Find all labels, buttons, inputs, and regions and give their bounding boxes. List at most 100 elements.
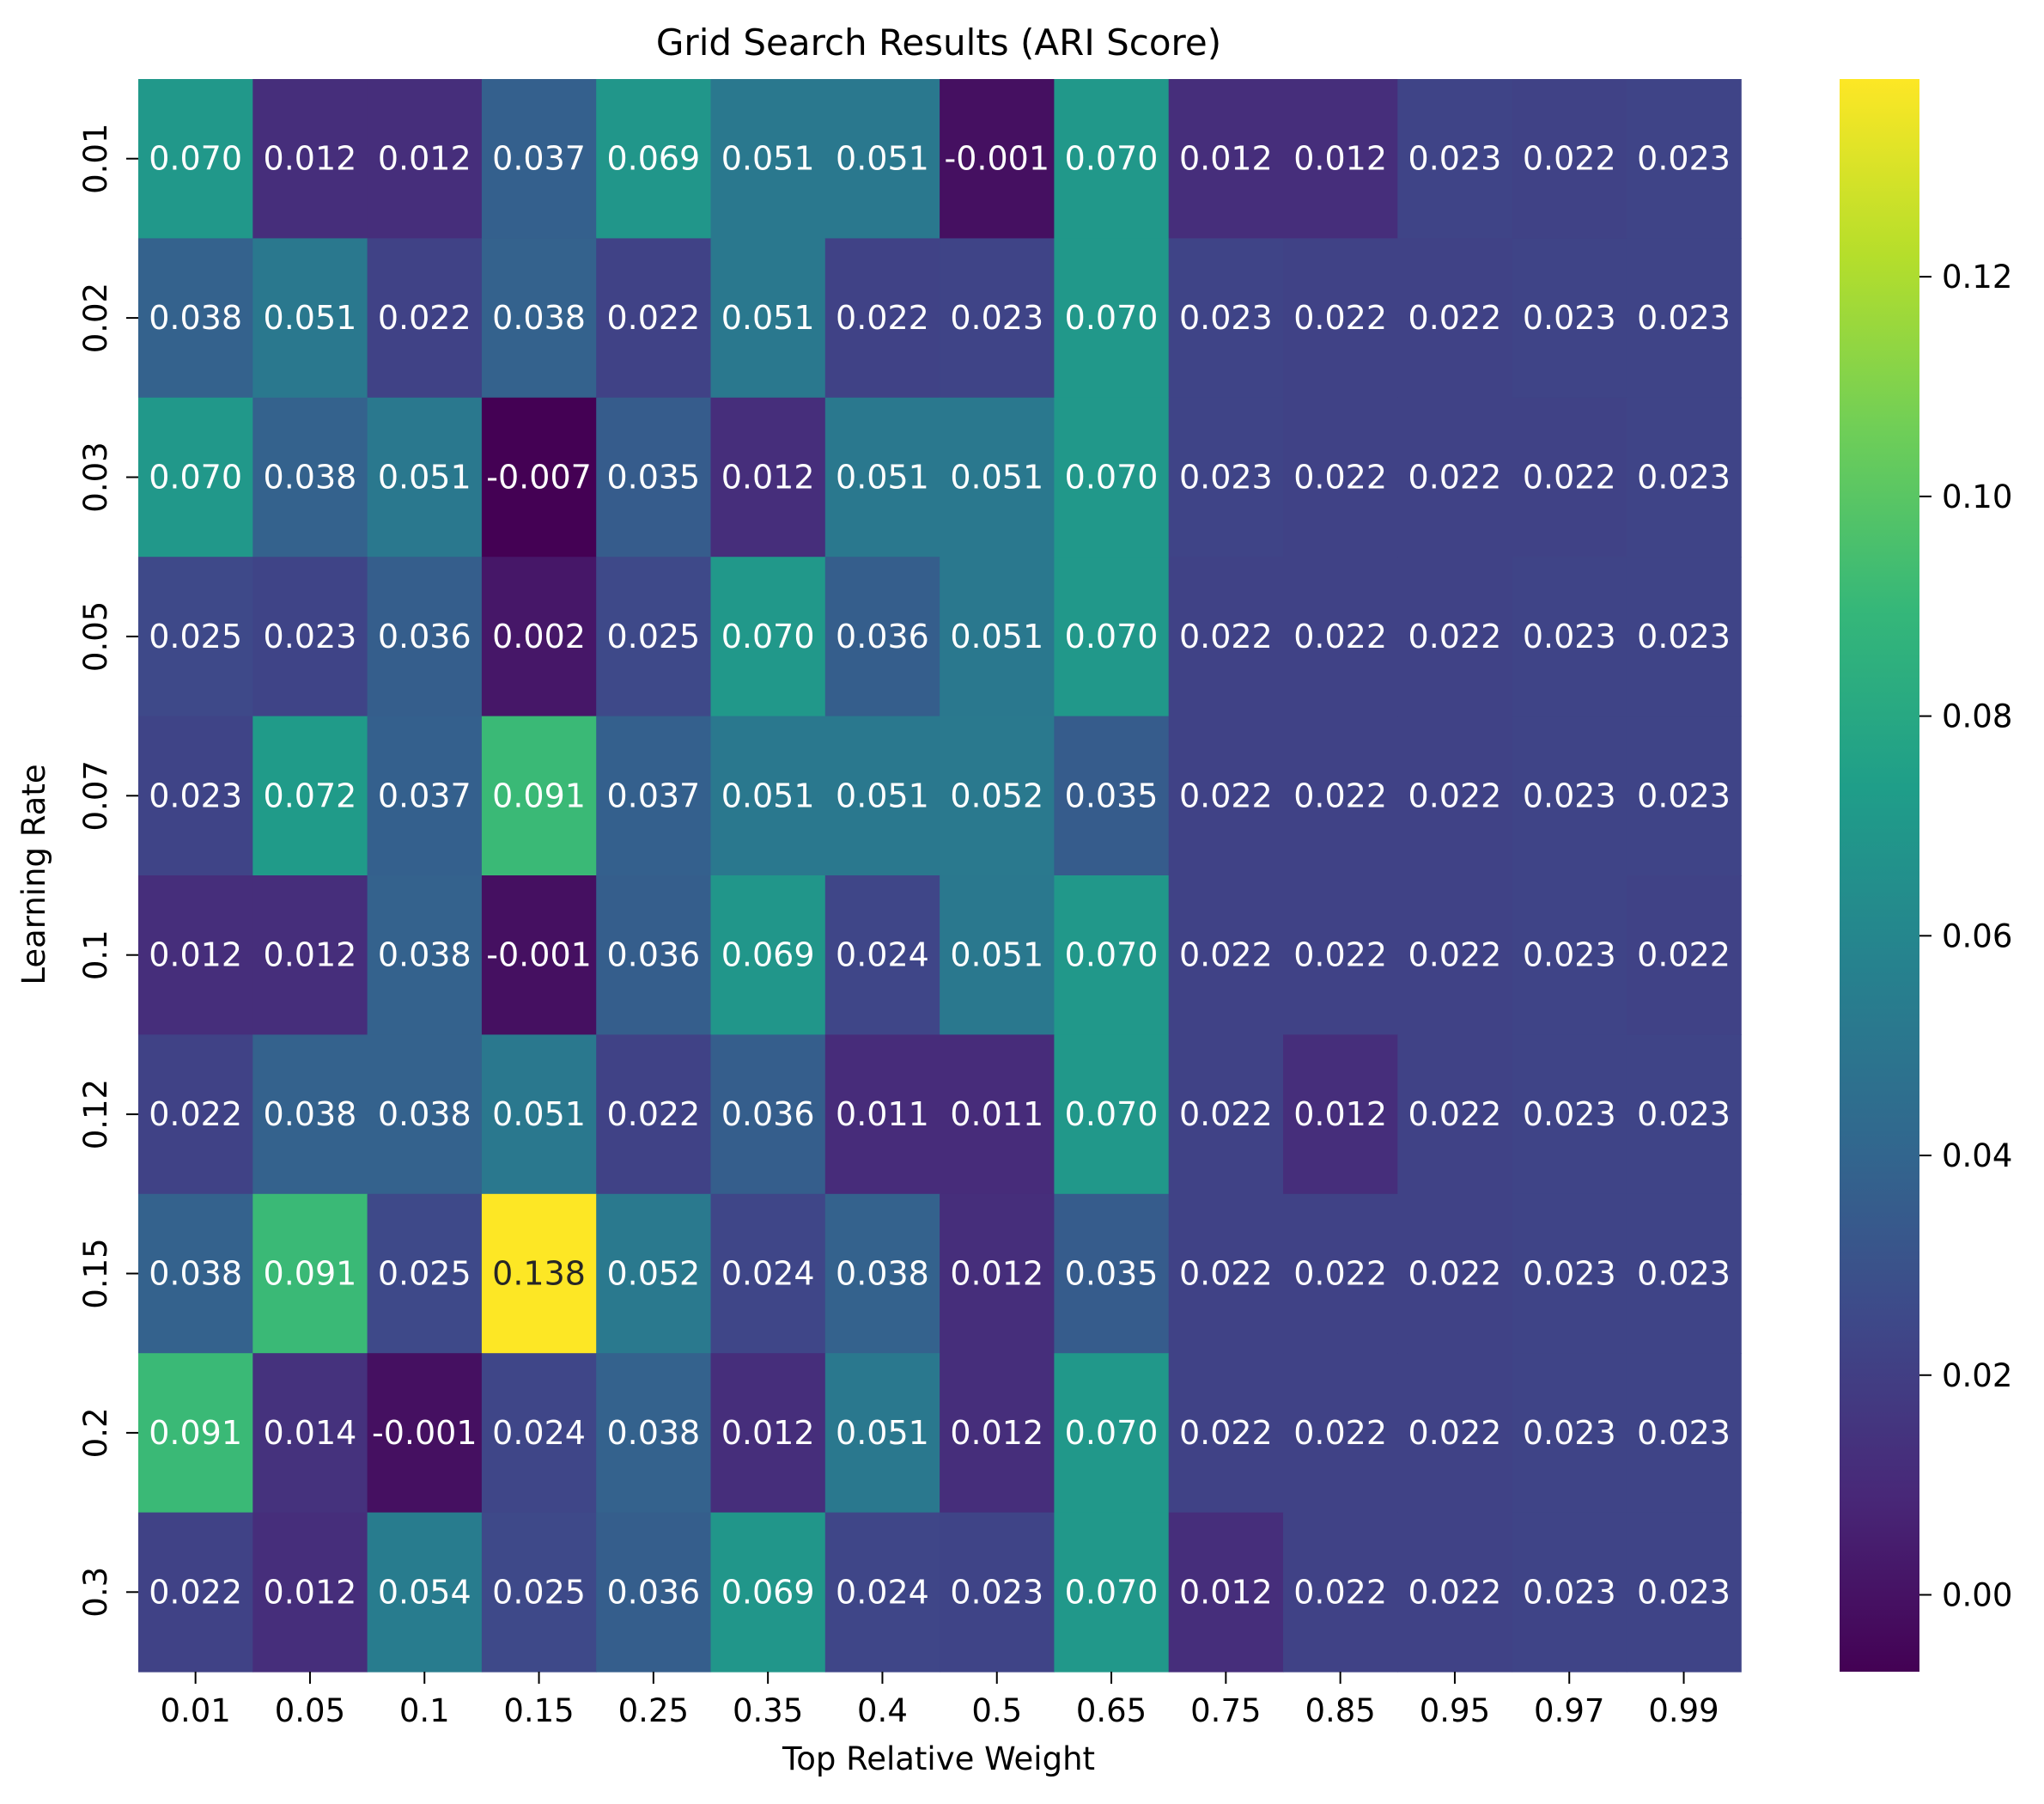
cell-value-label: 0.022 [1293, 936, 1387, 974]
cell-value-label: 0.022 [1408, 1255, 1502, 1293]
heatmap-cell [1168, 1034, 1284, 1195]
heatmap-cell [1626, 79, 1742, 239]
heatmap-cell [252, 716, 368, 876]
cell-value-label: 0.038 [836, 1255, 929, 1293]
cell-value-label: 0.023 [1523, 1095, 1616, 1133]
heatmap-cell [138, 1353, 253, 1514]
heatmap-cell [1168, 238, 1284, 399]
cell-value-label: -0.007 [486, 459, 592, 497]
heatmap-cell [481, 397, 597, 558]
heatmap-cell [367, 875, 483, 1035]
cell-value-label: 0.002 [492, 618, 586, 655]
cell-value-label: 0.051 [950, 459, 1043, 497]
heatmap-cell [940, 716, 1055, 876]
heatmap-cell [252, 557, 368, 717]
cell-value-label: 0.022 [149, 1573, 242, 1611]
cell-value-label: 0.036 [721, 1095, 815, 1133]
cell-value-label: 0.070 [149, 140, 242, 178]
heatmap-cell [940, 1512, 1055, 1673]
heatmap-cell [1512, 875, 1627, 1035]
heatmap-cell [138, 1193, 253, 1354]
heatmap-cell [1512, 1512, 1627, 1673]
x-tick-label: 0.95 [1420, 1692, 1490, 1729]
cell-value-label: 0.023 [1637, 1095, 1731, 1133]
cell-value-label: 0.023 [1523, 1255, 1616, 1293]
heatmap-cell [710, 238, 826, 399]
heatmap-cell [824, 238, 940, 399]
cell-value-label: 0.023 [264, 618, 357, 655]
heatmap-cell [1512, 397, 1627, 558]
y-tick-label: 0.12 [77, 1079, 114, 1149]
colorbar-tick-label: 0.04 [1942, 1137, 2012, 1174]
cell-value-label: 0.022 [1293, 459, 1387, 497]
heatmap-cell [1283, 79, 1398, 239]
cell-value-label: -0.001 [945, 140, 1050, 178]
heatmap-cell [1054, 1034, 1170, 1195]
heatmap-cell [367, 79, 483, 239]
cell-value-label: 0.091 [264, 1255, 357, 1293]
cell-value-label: 0.022 [1179, 618, 1273, 655]
cell-value-label: 0.022 [1179, 1255, 1273, 1293]
x-tick-label: 0.65 [1076, 1692, 1147, 1729]
x-tick-label: 0.25 [618, 1692, 689, 1729]
heatmap-cell [1283, 1193, 1398, 1354]
heatmap-cell [1397, 1512, 1513, 1673]
cell-value-label: 0.023 [1637, 140, 1731, 178]
heatmap-cell [940, 1193, 1055, 1354]
colorbar-tick-label: 0.02 [1942, 1357, 2012, 1394]
cell-value-label: 0.070 [1065, 1414, 1159, 1452]
heatmap-cell [481, 1193, 597, 1354]
colorbar-ticks: 0.00 0.02 0.04 0.06 0.08 0.10 0.12 [1919, 259, 2012, 1613]
heatmap-cell [252, 1512, 368, 1673]
heatmap-cell [596, 1353, 712, 1514]
heatmap-cell [1168, 397, 1284, 558]
cell-value-label: 0.051 [836, 140, 929, 178]
heatmap-cell [252, 875, 368, 1035]
heatmap-cell [252, 397, 368, 558]
cell-value-label: 0.037 [378, 777, 471, 814]
y-tick-label: 0.15 [77, 1238, 114, 1308]
cell-value-label: 0.023 [1179, 299, 1273, 337]
x-tick-label: 0.97 [1534, 1692, 1604, 1729]
heatmap-cell [367, 557, 483, 717]
heatmap-cell [710, 1034, 826, 1195]
cell-value-label: 0.051 [492, 1095, 586, 1133]
cell-value-label: 0.038 [149, 1255, 242, 1293]
heatmap-cell [710, 716, 826, 876]
heatmap-cell [710, 875, 826, 1035]
cell-value-label: 0.022 [378, 299, 471, 337]
heatmap-cell [1397, 79, 1513, 239]
heatmap-cell [1512, 1193, 1627, 1354]
heatmap-cell [252, 1034, 368, 1195]
heatmap-cell [481, 1034, 597, 1195]
heatmap-cell [138, 397, 253, 558]
cell-value-label: 0.138 [492, 1255, 586, 1293]
y-tick-label: 0.02 [77, 283, 114, 353]
x-tick-label: 0.75 [1190, 1692, 1261, 1729]
heatmap-cell [252, 79, 368, 239]
colorbar-tick-label: 0.10 [1942, 478, 2012, 515]
cell-value-label: 0.025 [149, 618, 242, 655]
heatmap-cell [1397, 397, 1513, 558]
cell-value-label: 0.052 [950, 777, 1043, 814]
y-tick-label: 0.05 [77, 601, 114, 672]
heatmap-cell [1168, 1512, 1284, 1673]
cell-value-label: 0.038 [606, 1414, 700, 1452]
heatmap-cell [1512, 1034, 1627, 1195]
cell-value-label: 0.022 [1408, 1573, 1502, 1611]
cell-value-label: 0.036 [606, 936, 700, 974]
cell-annotations: 0.070 0.012 0.012 0.037 0.069 0.051 0.051 -0.00… [149, 140, 1731, 1612]
heatmap-cell [596, 875, 712, 1035]
cell-value-label: 0.051 [836, 1414, 929, 1452]
heatmap-cell [1626, 1193, 1742, 1354]
cell-value-label: 0.069 [721, 936, 815, 974]
heatmap-cell [367, 238, 483, 399]
cell-value-label: 0.023 [950, 1573, 1043, 1611]
cell-value-label: 0.022 [1408, 1095, 1502, 1133]
heatmap-cell [1283, 397, 1398, 558]
heatmap-cell [252, 1353, 368, 1514]
heatmap-cell [824, 1512, 940, 1673]
heatmap-cell [1626, 716, 1742, 876]
cell-value-label: 0.022 [1293, 1255, 1387, 1293]
x-tick-label: 0.5 [971, 1692, 1022, 1729]
